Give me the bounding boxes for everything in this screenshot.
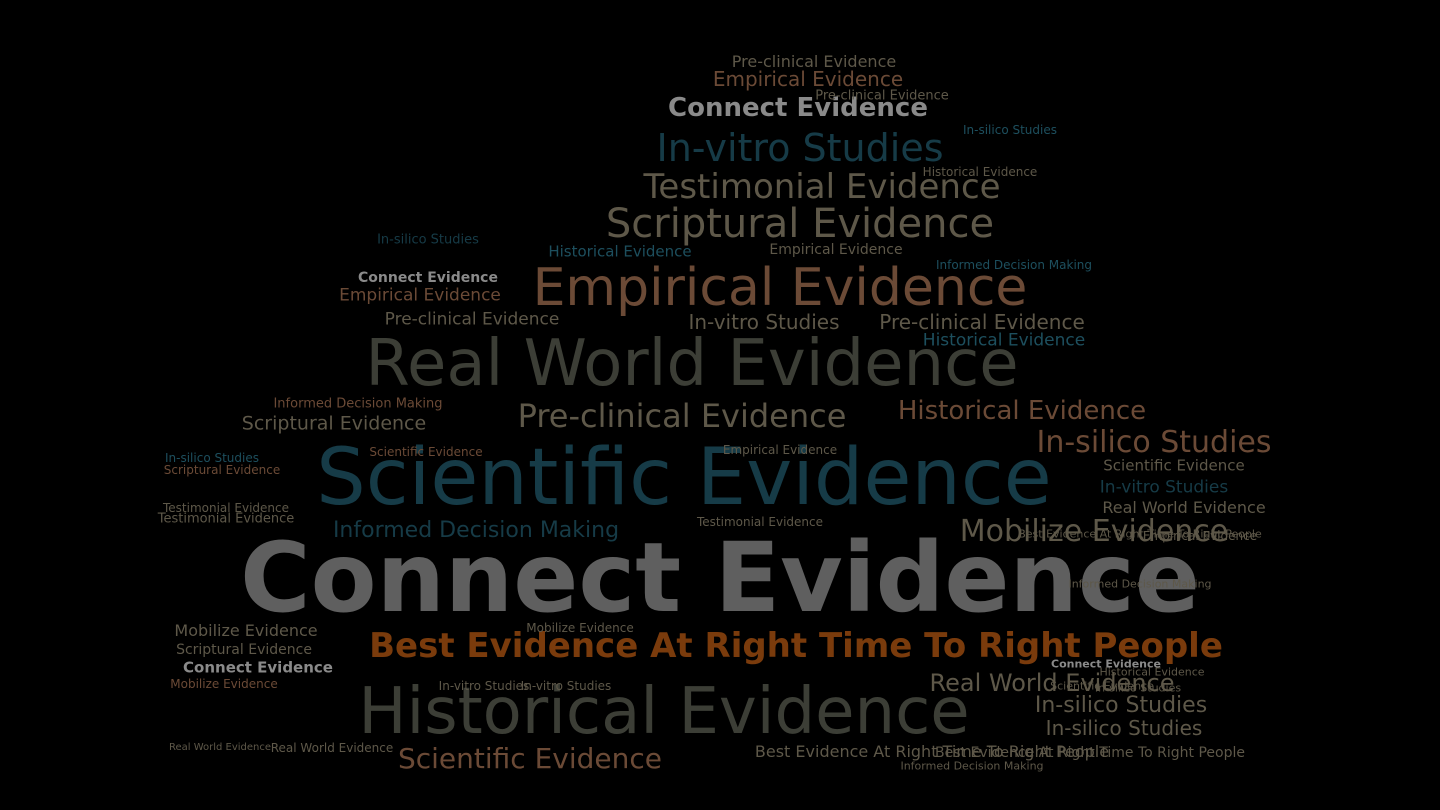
cloud-word: In-silico Studies: [1094, 681, 1182, 695]
cloud-word: Empirical Evidence: [712, 67, 904, 91]
cloud-word: Real World Evidence: [270, 741, 394, 755]
cloud-word: Empirical Evidence: [722, 443, 838, 457]
cloud-word: In-silico Studies: [1034, 693, 1208, 718]
cloud-word: In-vitro Studies: [1099, 477, 1229, 498]
cloud-word: In-vitro Studies: [656, 126, 944, 170]
cloud-word: Empirical Evidence: [1142, 529, 1258, 543]
cloud-word: Pre-clinical Evidence: [731, 52, 897, 71]
cloud-word: Pre-clinical Evidence: [517, 397, 847, 435]
cloud-word: In-vitro Studies: [520, 679, 612, 693]
cloud-word: Connect Evidence: [1051, 657, 1161, 671]
cloud-word: Best Evidence At Right Time To Right Peo…: [754, 742, 1110, 761]
cloud-word: Scientific Evidence: [316, 433, 1052, 523]
cloud-word: Connect Evidence: [668, 93, 928, 123]
cloud-word: In-silico Studies: [165, 451, 259, 465]
cloud-word: Connect Evidence: [183, 658, 333, 677]
cloud-word: Real World Evidence: [1102, 498, 1266, 517]
cloud-word: Pre-clinical Evidence: [384, 309, 560, 330]
cloud-word: Historical Evidence: [548, 242, 692, 261]
cloud-word: Real World Evidence: [168, 742, 272, 753]
cloud-word: Informed Decision Making: [1068, 577, 1212, 591]
cloud-word: Testimonial Evidence: [696, 515, 824, 529]
cloud-word: Mobilize Evidence: [959, 514, 1229, 549]
cloud-word: Pre-clinical Evidence: [815, 88, 949, 104]
cloud-word: Historical Evidence: [1099, 665, 1205, 679]
cloud-word: Historical Evidence: [897, 396, 1147, 426]
cloud-word: Mobilize Evidence: [170, 677, 278, 691]
cloud-word: Informed Decision Making: [332, 518, 620, 543]
cloud-word: Pre-clinical Evidence: [879, 310, 1085, 334]
cloud-word: Best Evidence At Right Time To Right Peo…: [935, 745, 1245, 761]
cloud-word: Mobilize Evidence: [174, 621, 318, 640]
cloud-word: Scientific Evidence: [369, 445, 483, 459]
cloud-word: Connect Evidence: [240, 522, 1200, 634]
cloud-word: Testimonial Evidence: [643, 167, 1001, 207]
cloud-word: Connect Evidence: [358, 270, 498, 286]
cloud-word: Scriptural Evidence: [241, 412, 427, 435]
cloud-word: Informed Decision Making: [273, 396, 443, 412]
cloud-word: Historical Evidence: [922, 330, 1086, 351]
cloud-word: Testimonial Evidence: [162, 501, 290, 515]
cloud-word: Scriptural Evidence: [176, 642, 312, 658]
cloud-word: Best Evidence At Right Time To Right Peo…: [369, 626, 1223, 666]
cloud-word: Historical Evidence: [358, 675, 970, 749]
cloud-word: Informed Decision Making: [935, 258, 1093, 272]
cloud-word: Empirical Evidence: [339, 285, 501, 306]
cloud-word: In-vitro Studies: [688, 310, 840, 334]
cloud-word: Empirical Evidence: [532, 258, 1028, 318]
cloud-word: Best Evidence At Right Time To Right Peo…: [1018, 527, 1262, 541]
cloud-word: In-silico Studies: [963, 123, 1057, 137]
cloud-word: In-silico Studies: [377, 232, 479, 248]
cloud-word: In-vitro Studies: [438, 679, 530, 693]
cloud-word: Historical Evidence: [922, 165, 1038, 179]
cloud-word: Scientific Evidence: [1050, 679, 1154, 693]
cloud-word: Empirical Evidence: [769, 242, 903, 258]
cloud-word: Mobilize Evidence: [526, 621, 634, 635]
cloud-word: Scientific Evidence: [1103, 456, 1245, 475]
cloud-word: Scientific Evidence: [397, 742, 663, 775]
cloud-word: Scriptural Evidence: [605, 201, 995, 247]
cloud-word: Testimonial Evidence: [157, 511, 295, 527]
cloud-word: In-silico Studies: [1036, 425, 1272, 460]
cloud-word: Scriptural Evidence: [163, 463, 281, 477]
cloud-word: Real World Evidence: [365, 327, 1019, 401]
cloud-word: Real World Evidence: [929, 669, 1175, 697]
cloud-word: In-silico Studies: [1045, 716, 1203, 740]
cloud-word: Informed Decision Making: [900, 759, 1044, 773]
